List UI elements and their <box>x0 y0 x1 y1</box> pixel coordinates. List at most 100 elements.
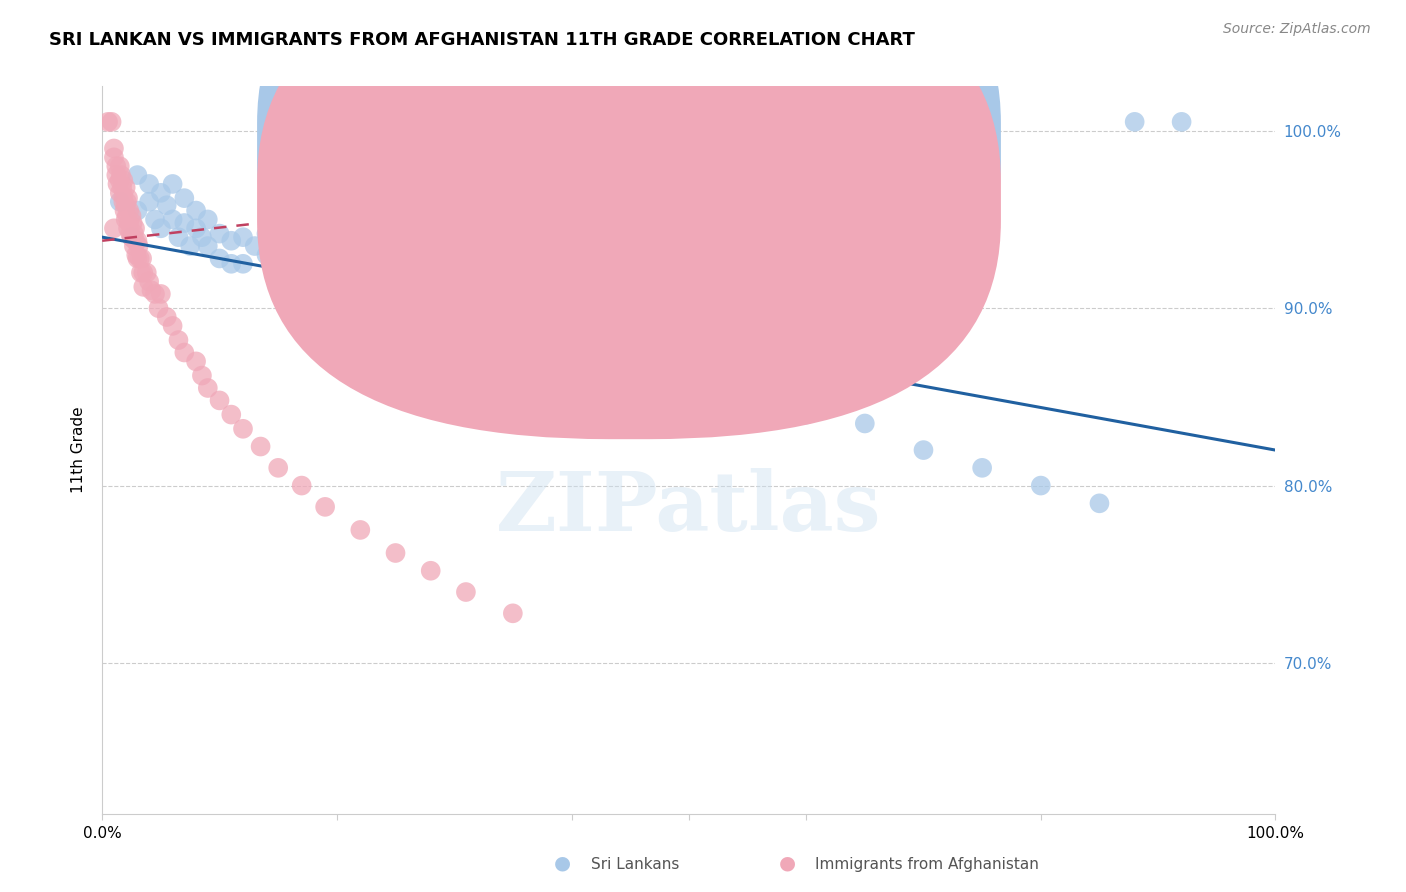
Point <box>173 191 195 205</box>
Y-axis label: 11th Grade: 11th Grade <box>72 407 86 493</box>
Point <box>112 194 135 209</box>
FancyBboxPatch shape <box>583 101 959 246</box>
Point <box>443 293 465 307</box>
Point <box>232 422 254 436</box>
Point <box>502 607 524 621</box>
Point <box>607 372 630 386</box>
Point <box>314 500 336 514</box>
Point <box>114 198 136 212</box>
Point <box>112 189 135 203</box>
Point <box>759 390 782 404</box>
Point <box>148 301 170 315</box>
Point <box>111 180 134 194</box>
Point <box>467 301 489 315</box>
Point <box>373 280 395 294</box>
Point <box>1123 115 1146 129</box>
Point <box>737 393 759 408</box>
Point <box>184 203 207 218</box>
Point <box>208 252 231 266</box>
Point <box>120 227 142 241</box>
Point <box>384 266 406 280</box>
Point <box>208 227 231 241</box>
Point <box>267 257 290 271</box>
Point <box>135 266 157 280</box>
Point <box>502 340 524 354</box>
Point <box>794 408 817 422</box>
Point <box>524 340 547 354</box>
Point <box>560 340 582 354</box>
Point <box>100 115 122 129</box>
Point <box>143 287 166 301</box>
Text: ZIPatlas: ZIPatlas <box>496 468 882 549</box>
Point <box>1088 496 1111 510</box>
Point <box>267 275 290 289</box>
Point <box>678 368 700 383</box>
Point <box>141 284 163 298</box>
Point <box>349 523 371 537</box>
Point <box>128 252 150 266</box>
Point <box>361 293 384 307</box>
Point <box>121 230 143 244</box>
Point <box>138 177 160 191</box>
Text: R = -0.157   N = 73: R = -0.157 N = 73 <box>665 134 842 152</box>
Point <box>267 460 290 475</box>
Point <box>219 234 242 248</box>
Text: Source: ZipAtlas.com: Source: ZipAtlas.com <box>1223 22 1371 37</box>
Point <box>572 368 595 383</box>
Point <box>197 239 219 253</box>
Point <box>117 191 139 205</box>
Point <box>191 368 214 383</box>
Point <box>1029 478 1052 492</box>
Point <box>197 381 219 395</box>
FancyBboxPatch shape <box>257 0 1001 381</box>
Point <box>122 227 145 241</box>
Point <box>256 248 278 262</box>
Point <box>349 269 371 284</box>
Point <box>384 546 406 560</box>
Point <box>619 381 641 395</box>
Point <box>197 212 219 227</box>
Text: SRI LANKAN VS IMMIGRANTS FROM AFGHANISTAN 11TH GRADE CORRELATION CHART: SRI LANKAN VS IMMIGRANTS FROM AFGHANISTA… <box>49 31 915 49</box>
Point <box>256 227 278 241</box>
Point <box>105 159 128 173</box>
Point <box>853 417 876 431</box>
Point <box>162 177 184 191</box>
Point <box>122 239 145 253</box>
Point <box>121 209 143 223</box>
Point <box>702 381 724 395</box>
Point <box>219 408 242 422</box>
Point <box>537 358 560 372</box>
Point <box>149 221 172 235</box>
Point <box>454 269 477 284</box>
Point <box>115 194 138 209</box>
Point <box>173 345 195 359</box>
Point <box>208 393 231 408</box>
Point <box>302 257 325 271</box>
Point <box>108 173 131 187</box>
Point <box>173 216 195 230</box>
Point <box>132 280 155 294</box>
Point <box>143 212 166 227</box>
Point <box>167 230 190 244</box>
Point <box>121 230 143 244</box>
Point <box>291 478 314 492</box>
Point <box>419 310 441 324</box>
Point <box>643 376 665 390</box>
Point <box>149 287 172 301</box>
Point <box>112 173 135 187</box>
Point <box>114 203 136 218</box>
Point <box>291 266 314 280</box>
Point <box>179 239 201 253</box>
Point <box>121 216 143 230</box>
Point <box>454 585 477 599</box>
Point <box>103 150 125 164</box>
Point <box>278 248 301 262</box>
Point <box>138 275 160 289</box>
Point <box>105 168 128 182</box>
Point <box>127 203 149 218</box>
Point <box>114 180 136 194</box>
Point <box>128 239 150 253</box>
Text: R =  0.135   N = 68: R = 0.135 N = 68 <box>665 192 842 210</box>
Point <box>326 266 349 280</box>
Point <box>131 252 153 266</box>
